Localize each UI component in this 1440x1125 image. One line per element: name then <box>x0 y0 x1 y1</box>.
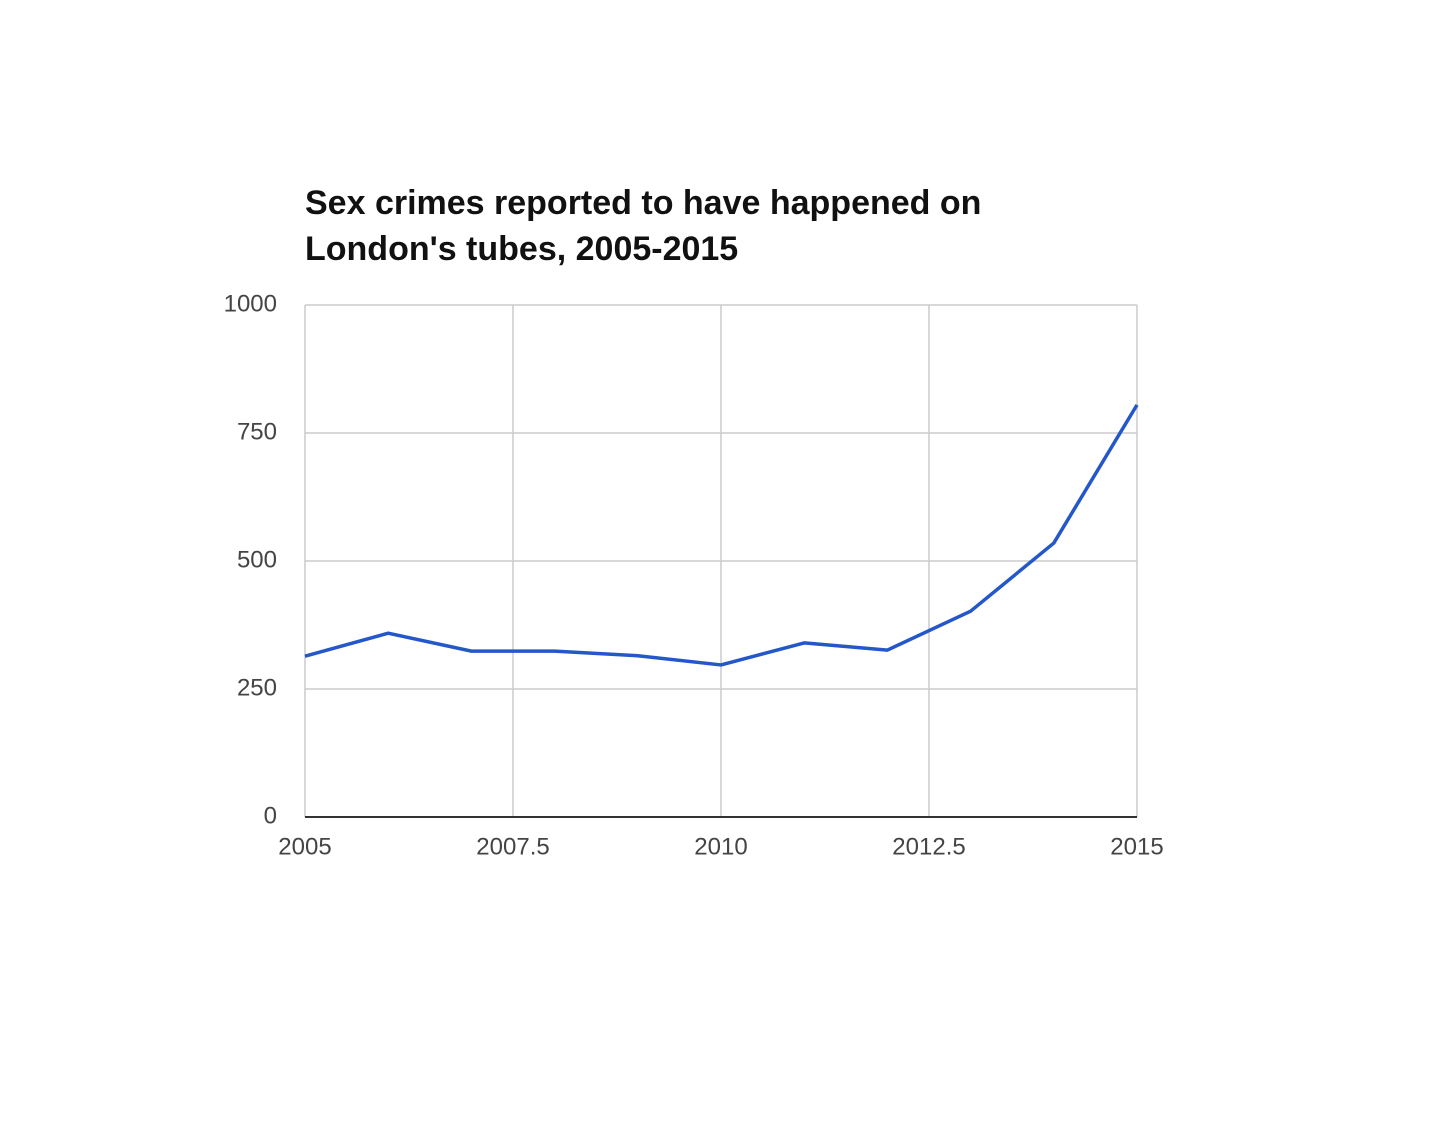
y-tick-label: 0 <box>264 802 277 829</box>
chart-title: Sex crimes reported to have happened on … <box>305 184 982 268</box>
y-tick-label: 500 <box>237 546 277 573</box>
x-tick-label: 2015 <box>1110 833 1163 860</box>
y-tick-label: 250 <box>237 674 277 701</box>
x-tick-label: 2010 <box>694 833 747 860</box>
x-tick-label: 2005 <box>278 833 331 860</box>
y-tick-label: 1000 <box>224 290 277 317</box>
y-tick-label: 750 <box>237 418 277 445</box>
x-tick-label: 2012.5 <box>892 833 965 860</box>
x-tick-label: 2007.5 <box>476 833 549 860</box>
data-line <box>304 403 1139 667</box>
